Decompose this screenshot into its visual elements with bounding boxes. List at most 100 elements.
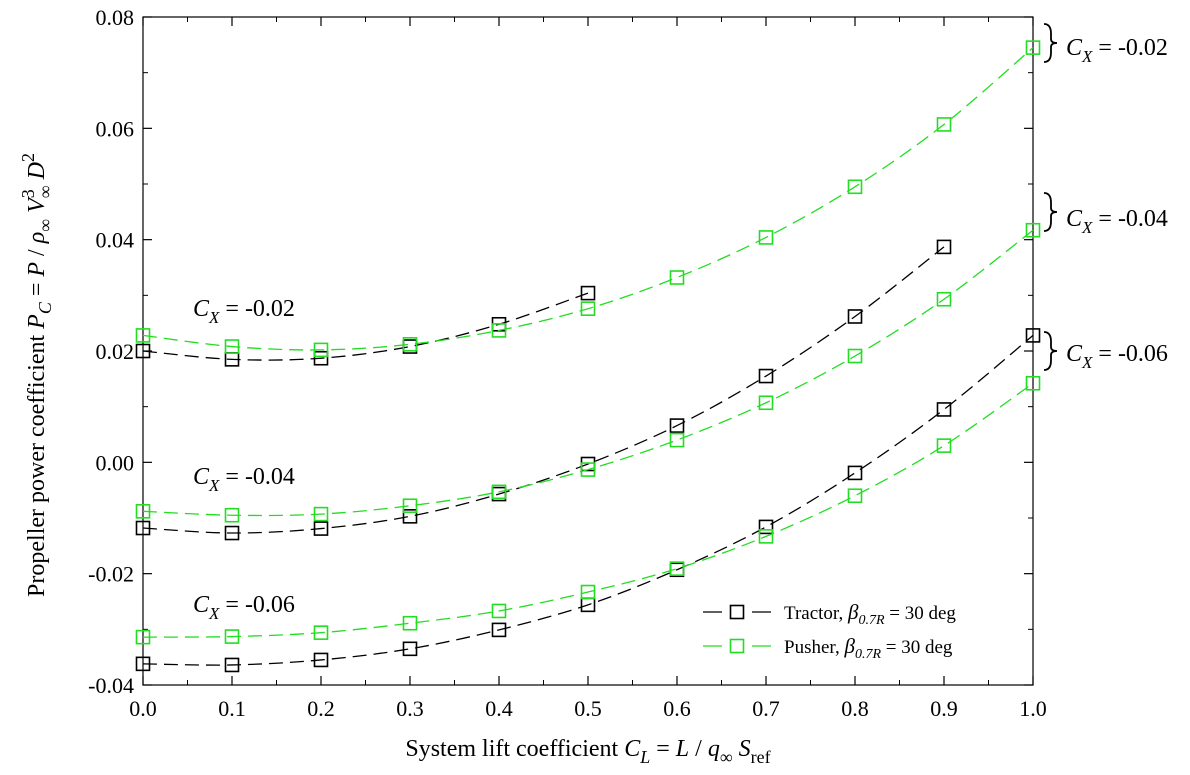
- series-marker: [1025, 222, 1041, 238]
- x-axis: 0.0 0.1 0.2 0.3 0.4 0.5 0.6 0.7 0.8 0.9 1.0: [129, 17, 1047, 721]
- cx-label-right: CX = -0.04: [1066, 206, 1168, 237]
- series-marker: [936, 402, 952, 417]
- series-line: [142, 229, 1034, 517]
- series-marker: [313, 342, 329, 358]
- series-marker: [135, 656, 151, 672]
- series-marker: [758, 519, 774, 535]
- x-tick-label: 0.6: [663, 696, 691, 721]
- legend-marker: [729, 604, 745, 620]
- series-layer: [135, 40, 1041, 673]
- series-marker: [669, 561, 685, 576]
- x-tick-label: 0.2: [307, 696, 335, 721]
- series-marker: [758, 230, 774, 245]
- series-marker: [936, 239, 952, 255]
- x-tick-label: 0.8: [841, 696, 869, 721]
- series-marker: [135, 328, 151, 343]
- legend: Tractor, β0.7R = 30 deg Pusher, β0.7R = 3…: [703, 600, 956, 662]
- series-marker: [135, 504, 151, 519]
- series-marker: [758, 368, 774, 384]
- series-marker: [669, 270, 685, 285]
- x-tick-label: 0.5: [574, 696, 602, 721]
- cx-label-left: CX = -0.06: [193, 592, 295, 623]
- series-marker: [313, 625, 329, 640]
- series-marker: [758, 395, 774, 411]
- series-line: [142, 382, 1034, 638]
- legend-label: Pusher, β0.7R = 30 deg: [784, 634, 953, 662]
- y-tick-label: 0.06: [96, 116, 135, 141]
- series-marker: [224, 629, 240, 644]
- series-marker: [847, 348, 863, 364]
- x-tick-label: 0.1: [218, 696, 246, 721]
- y-tick-label: 0.00: [96, 450, 135, 475]
- series-marker: [580, 462, 596, 477]
- series-marker: [491, 323, 507, 338]
- y-tick-label: 0.08: [96, 5, 135, 30]
- series-marker: [491, 603, 507, 619]
- y-tick-label: -0.04: [88, 673, 134, 698]
- series-marker: [847, 179, 863, 195]
- y-tick-label: 0.02: [96, 339, 135, 364]
- series-marker: [1025, 40, 1041, 55]
- series-pusher: [135, 375, 1041, 645]
- series-pusher: [135, 40, 1041, 358]
- x-tick-label: 0.4: [485, 696, 513, 721]
- series-marker: [1025, 328, 1041, 343]
- x-tick-label: 0.3: [396, 696, 424, 721]
- series-marker: [135, 520, 151, 536]
- series-marker: [402, 337, 418, 352]
- series-marker: [936, 438, 952, 453]
- series-marker: [936, 291, 952, 307]
- series-marker: [402, 498, 418, 514]
- y-axis: -0.04 -0.02 0.00 0.02 0.04 0.06 0.08: [88, 5, 1033, 698]
- x-axis-label: System lift coefficient CL = L / q∞ Sref: [405, 736, 770, 767]
- series-line: [142, 292, 589, 361]
- series-marker: [224, 657, 240, 673]
- series-marker: [580, 285, 596, 301]
- series-line: [142, 47, 1034, 351]
- series-marker: [847, 488, 863, 504]
- y-tick-label: -0.02: [88, 562, 134, 587]
- curly-brace: [1043, 23, 1058, 63]
- series-marker: [847, 309, 863, 324]
- y-axis-label: Propeller power coefficient PC = P / ρ∞ …: [18, 153, 55, 597]
- x-tick-label: 0.7: [752, 696, 780, 721]
- series-marker: [135, 629, 151, 645]
- legend-item-pusher: Pusher, β0.7R = 30 deg: [703, 634, 953, 662]
- series-marker: [224, 339, 240, 354]
- series-marker: [936, 117, 952, 132]
- series-marker: [1025, 375, 1041, 391]
- curly-brace: [1043, 331, 1058, 371]
- series-marker: [313, 652, 329, 668]
- cx-label-right: CX = -0.02: [1066, 35, 1168, 66]
- series-tractor: [135, 239, 952, 541]
- annotations: CX = -0.02 CX = -0.04 CX = -0.06 CX = -0.02…: [193, 23, 1168, 623]
- series-marker: [847, 465, 863, 481]
- series-marker: [313, 350, 329, 366]
- series-marker: [313, 521, 329, 536]
- series-pusher: [135, 222, 1041, 523]
- series-marker: [402, 509, 418, 524]
- x-tick-label: 1.0: [1019, 696, 1047, 721]
- series-marker: [224, 525, 240, 541]
- series-marker: [402, 615, 418, 631]
- y-tick-label: 0.04: [96, 228, 135, 253]
- series-marker: [580, 301, 596, 316]
- series-marker: [669, 432, 685, 448]
- x-tick-label: 0.0: [129, 696, 157, 721]
- cx-label-right: CX = -0.06: [1066, 341, 1168, 372]
- series-marker: [224, 507, 240, 523]
- series-marker: [402, 641, 418, 657]
- cx-label-left: CX = -0.02: [193, 296, 295, 327]
- axis-labels: System lift coefficient CL = L / q∞ Sref…: [18, 153, 771, 767]
- series-marker: [491, 484, 507, 500]
- series-marker: [580, 584, 596, 600]
- series-line: [142, 246, 945, 534]
- series-marker: [669, 418, 685, 433]
- legend-item-tractor: Tractor, β0.7R = 30 deg: [703, 600, 956, 628]
- legend-marker: [729, 638, 745, 654]
- series-marker: [491, 622, 507, 638]
- legend-label: Tractor, β0.7R = 30 deg: [784, 600, 956, 628]
- cx-label-left: CX = -0.04: [193, 464, 295, 495]
- series-marker: [313, 506, 329, 522]
